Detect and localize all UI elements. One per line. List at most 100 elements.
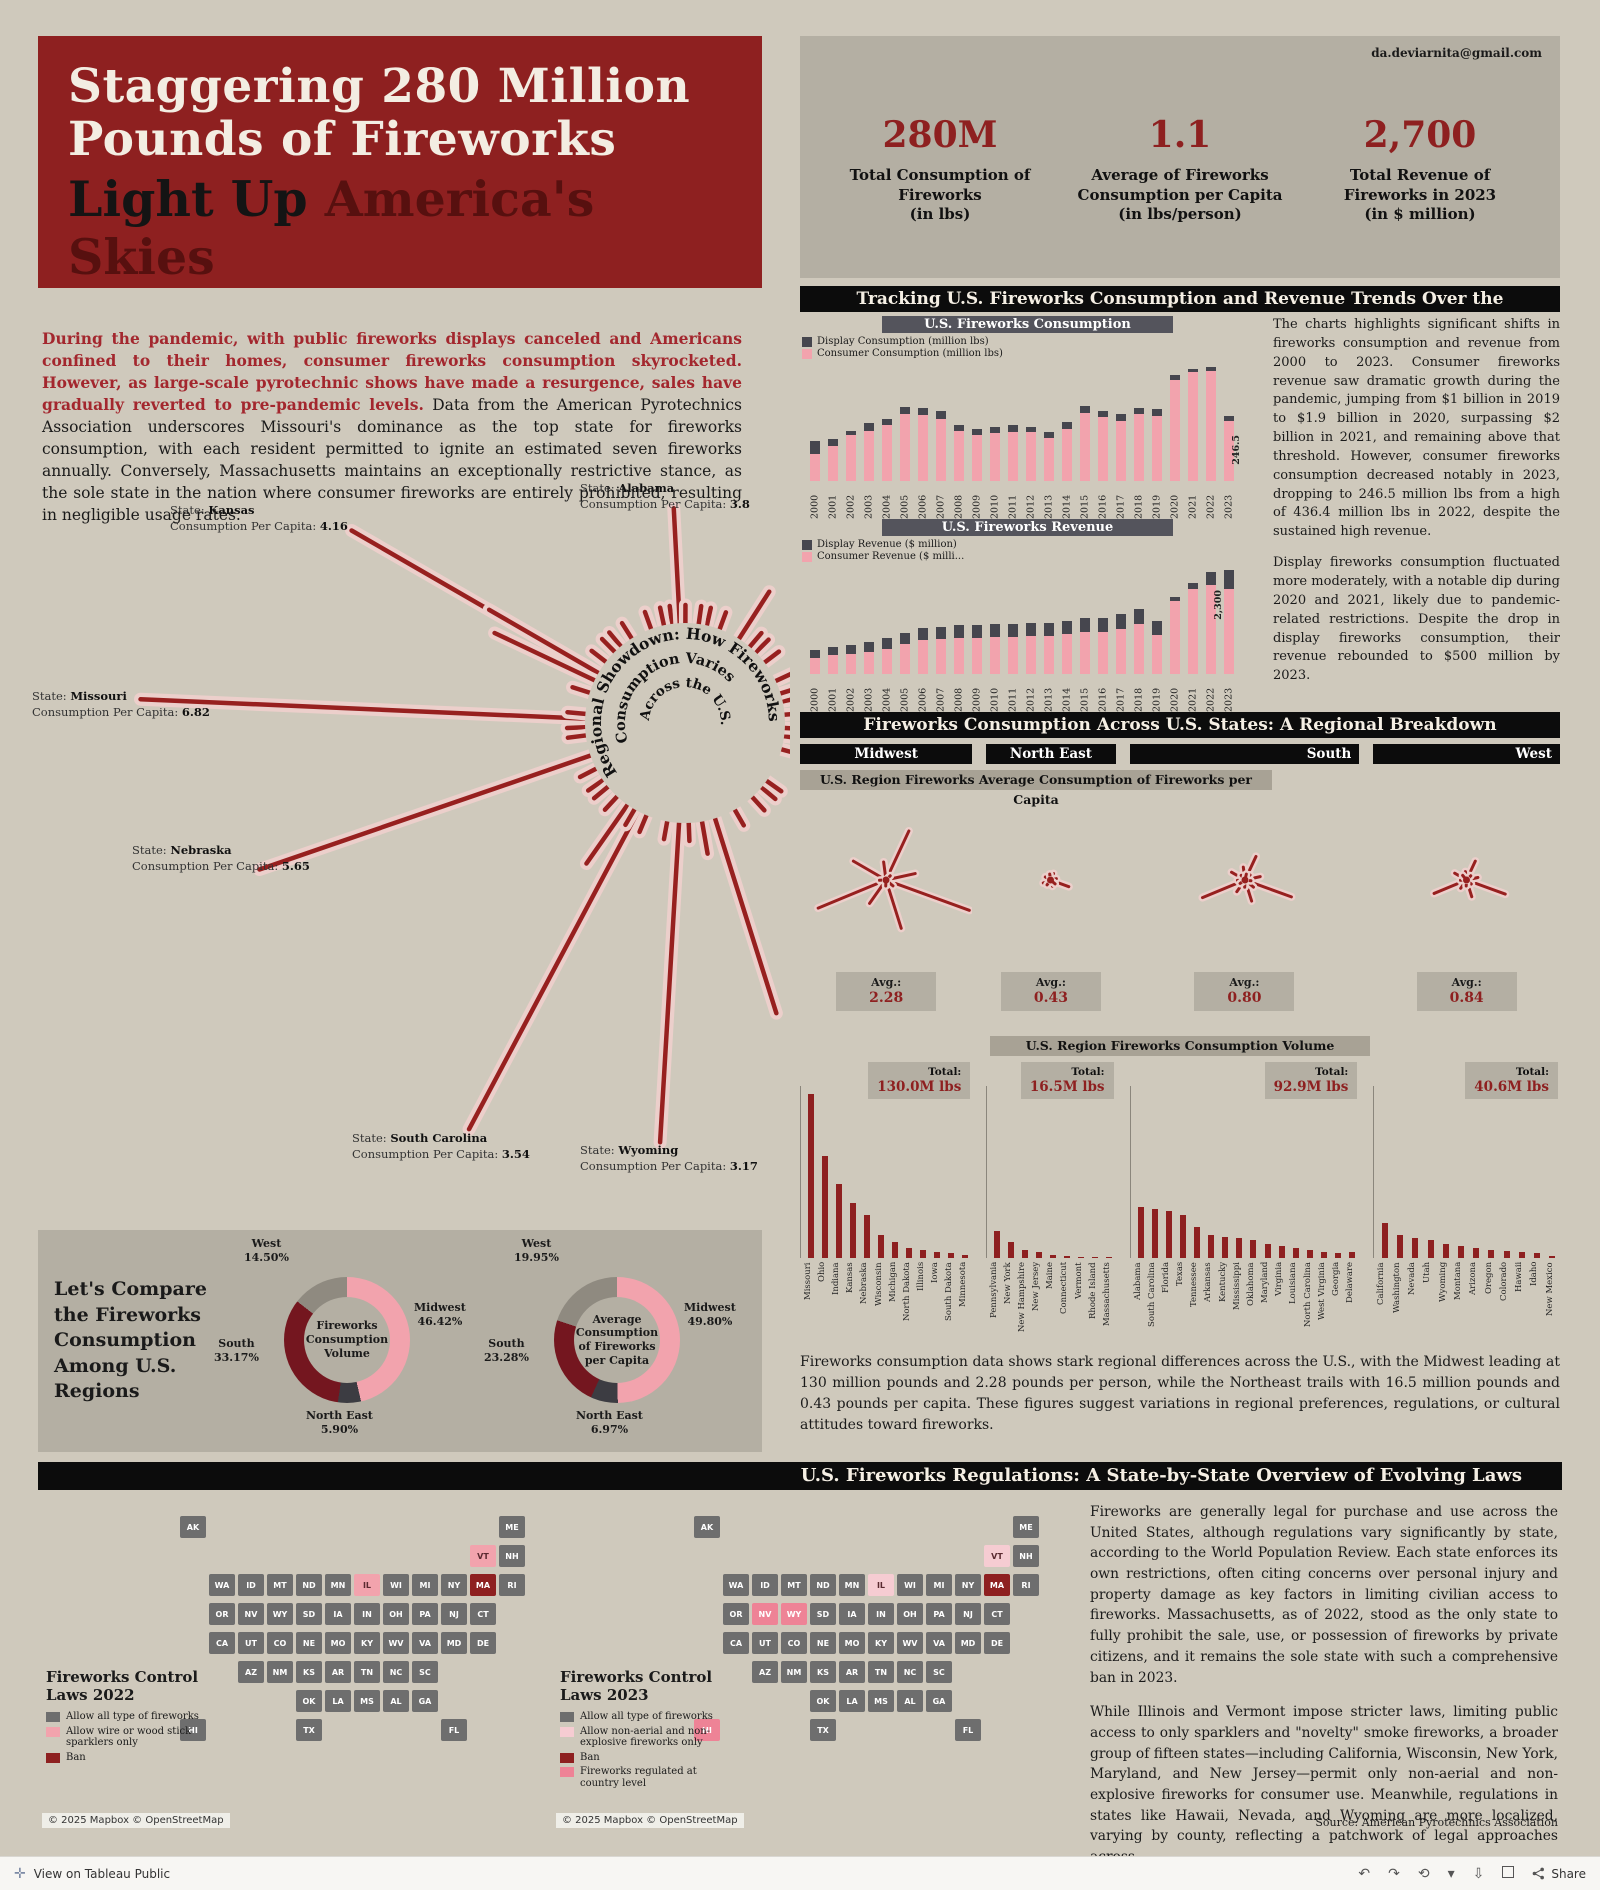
bar-2008[interactable] (950, 425, 968, 481)
state-tile-ms[interactable]: MS (868, 1690, 894, 1712)
volume-bar-kentucky[interactable] (1222, 1236, 1229, 1258)
state-tile-ct[interactable]: CT (984, 1603, 1010, 1625)
state-tile-ca[interactable]: CA (723, 1632, 749, 1654)
volume-bar-wisconsin[interactable] (878, 1234, 885, 1258)
bar-2018[interactable] (1130, 408, 1148, 481)
state-tile-ks[interactable]: KS (810, 1661, 836, 1683)
state-tile-fl[interactable]: FL (441, 1719, 467, 1741)
bar-2022[interactable] (1202, 366, 1220, 481)
state-tile-ut[interactable]: UT (752, 1632, 778, 1654)
volume-bar-louisiana[interactable] (1292, 1248, 1299, 1258)
burst-line-missouri[interactable] (884, 878, 971, 912)
state-tile-tx[interactable]: TX (296, 1719, 322, 1741)
state-tile-vt[interactable]: VT (470, 1545, 496, 1567)
bar-2007[interactable] (932, 626, 950, 674)
bar-2015[interactable] (1076, 618, 1094, 674)
volume-bar-ohio[interactable] (822, 1156, 829, 1258)
bar-2020[interactable] (1166, 375, 1184, 481)
volume-bar-washington[interactable] (1397, 1234, 1404, 1258)
state-tile-tn[interactable]: TN (354, 1661, 380, 1683)
map-2023-attribution[interactable]: © 2025 Mapbox © OpenStreetMap (556, 1813, 744, 1828)
bar-2013[interactable] (1040, 622, 1058, 674)
state-tile-nh[interactable]: NH (499, 1545, 525, 1567)
bar-2010[interactable] (986, 624, 1004, 674)
bar-2001[interactable] (824, 647, 842, 674)
volume-bar-kansas[interactable] (850, 1203, 857, 1258)
state-tile-va[interactable]: VA (926, 1632, 952, 1654)
state-tile-nd[interactable]: ND (296, 1574, 322, 1596)
state-tile-ak[interactable]: AK (694, 1516, 720, 1538)
volume-bar-new-york[interactable] (1008, 1242, 1015, 1258)
state-tile-mi[interactable]: MI (926, 1574, 952, 1596)
state-tile-me[interactable]: ME (1013, 1516, 1039, 1538)
state-tile-oh[interactable]: OH (897, 1603, 923, 1625)
bar-2017[interactable] (1112, 614, 1130, 674)
volume-bar-south-dakota[interactable] (948, 1253, 955, 1258)
state-tile-oh[interactable]: OH (383, 1603, 409, 1625)
state-tile-ut[interactable]: UT (238, 1632, 264, 1654)
volume-bar-georgia[interactable] (1335, 1252, 1342, 1258)
state-tile-wv[interactable]: WV (383, 1632, 409, 1654)
volume-bar-pennsylvania[interactable] (994, 1230, 1001, 1258)
bar-2023[interactable] (1220, 569, 1238, 674)
state-tile-sc[interactable]: SC (926, 1661, 952, 1683)
volume-bar-connecticut[interactable] (1063, 1256, 1070, 1258)
state-tile-ar[interactable]: AR (839, 1661, 865, 1683)
state-tile-nv[interactable]: NV (752, 1603, 778, 1625)
state-tile-md[interactable]: MD (955, 1632, 981, 1654)
state-tile-wy[interactable]: WY (267, 1603, 293, 1625)
undo-icon[interactable]: ↶ (1358, 1865, 1371, 1882)
bar-2003[interactable] (860, 642, 878, 674)
state-tile-fl[interactable]: FL (955, 1719, 981, 1741)
fullscreen-icon[interactable] (1502, 1865, 1515, 1882)
volume-bar-delaware[interactable] (1349, 1252, 1356, 1258)
state-tile-or[interactable]: OR (723, 1603, 749, 1625)
state-tile-ok[interactable]: OK (296, 1690, 322, 1712)
bar-2004[interactable] (878, 419, 896, 481)
state-tile-ia[interactable]: IA (325, 1603, 351, 1625)
volume-bar-montana[interactable] (1458, 1246, 1465, 1258)
volume-bar-south-carolina[interactable] (1151, 1209, 1158, 1258)
state-tile-ky[interactable]: KY (354, 1632, 380, 1654)
volume-bar-indiana[interactable] (836, 1183, 843, 1258)
volume-bar-colorado[interactable] (1503, 1250, 1510, 1258)
state-tile-ma[interactable]: MA (470, 1574, 496, 1596)
state-tile-ms[interactable]: MS (354, 1690, 380, 1712)
state-tile-tn[interactable]: TN (868, 1661, 894, 1683)
bar-2014[interactable] (1058, 620, 1076, 674)
state-tile-nm[interactable]: NM (267, 1661, 293, 1683)
state-tile-in[interactable]: IN (868, 1603, 894, 1625)
bar-2002[interactable] (842, 431, 860, 481)
bar-2006[interactable] (914, 628, 932, 674)
state-tile-ia[interactable]: IA (839, 1603, 865, 1625)
state-tile-az[interactable]: AZ (238, 1661, 264, 1683)
volume-bar-vermont[interactable] (1077, 1256, 1084, 1258)
state-tile-la[interactable]: LA (839, 1690, 865, 1712)
state-tile-wa[interactable]: WA (209, 1574, 235, 1596)
bar-2005[interactable] (896, 407, 914, 481)
state-tile-id[interactable]: ID (238, 1574, 264, 1596)
volume-bar-california[interactable] (1381, 1222, 1388, 1258)
bar-2019[interactable] (1148, 620, 1166, 674)
volume-bar-massachusetts[interactable] (1105, 1257, 1112, 1258)
state-tile-de[interactable]: DE (984, 1632, 1010, 1654)
state-tile-de[interactable]: DE (470, 1632, 496, 1654)
state-tile-nm[interactable]: NM (781, 1661, 807, 1683)
state-tile-ga[interactable]: GA (412, 1690, 438, 1712)
state-tile-ny[interactable]: NY (441, 1574, 467, 1596)
replay-icon[interactable]: ⟲ (1417, 1865, 1430, 1882)
bar-2015[interactable] (1076, 406, 1094, 481)
volume-bar-oregon[interactable] (1488, 1250, 1495, 1258)
state-tile-nj[interactable]: NJ (955, 1603, 981, 1625)
state-tile-ar[interactable]: AR (325, 1661, 351, 1683)
bar-2004[interactable] (878, 638, 896, 674)
bar-2013[interactable] (1040, 432, 1058, 481)
bar-2014[interactable] (1058, 422, 1076, 481)
volume-bar-oklahoma[interactable] (1250, 1240, 1257, 1258)
volume-bar-virginia[interactable] (1278, 1246, 1285, 1258)
state-tile-hi[interactable]: HI (694, 1719, 720, 1741)
volume-bar-arizona[interactable] (1473, 1248, 1480, 1258)
state-tile-tx[interactable]: TX (810, 1719, 836, 1741)
donut-ring[interactable] (284, 1277, 410, 1403)
bar-2021[interactable] (1184, 368, 1202, 481)
